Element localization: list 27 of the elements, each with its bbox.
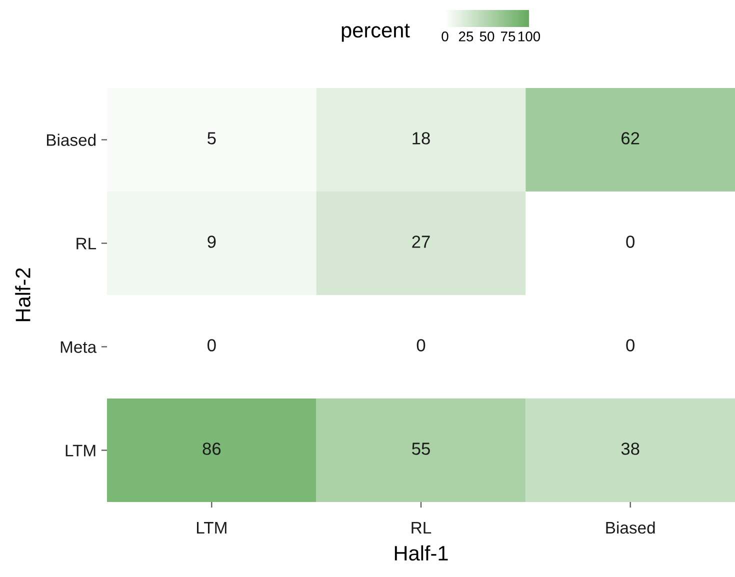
data-label: 0 xyxy=(626,236,634,248)
color-bar-label: 100 xyxy=(518,32,540,42)
data-label: 0 xyxy=(626,339,634,352)
data-label: 55 xyxy=(412,442,430,455)
y-tick-label: Biased xyxy=(46,134,96,146)
data-label: 38 xyxy=(621,442,640,455)
data-label: 62 xyxy=(622,132,640,144)
color-bar-label: 0 xyxy=(442,32,448,42)
color-bar-label: 75 xyxy=(500,32,516,42)
data-label: 0 xyxy=(416,339,426,352)
y-tick-label: LTM xyxy=(66,444,96,456)
y-axis-title: Half-2 xyxy=(15,268,30,322)
y-tick-label: RL xyxy=(76,238,96,250)
data-label: 18 xyxy=(412,132,430,144)
data-label: 0 xyxy=(208,339,216,352)
x-tick-label: LTM xyxy=(196,522,226,534)
color-bar-label: 25 xyxy=(458,32,474,42)
color-bar-label: 50 xyxy=(480,32,494,42)
x-tick-label: RL xyxy=(412,522,432,534)
data-label: 86 xyxy=(202,442,221,455)
color-bar-title: percent xyxy=(342,24,410,42)
data-label: 27 xyxy=(412,236,430,248)
x-tick-label: Biased xyxy=(606,521,655,534)
data-label: 9 xyxy=(208,236,216,248)
y-tick-label: Meta xyxy=(60,341,97,353)
x-axis-title: Half-1 xyxy=(394,545,448,561)
data-label: 5 xyxy=(208,132,216,144)
